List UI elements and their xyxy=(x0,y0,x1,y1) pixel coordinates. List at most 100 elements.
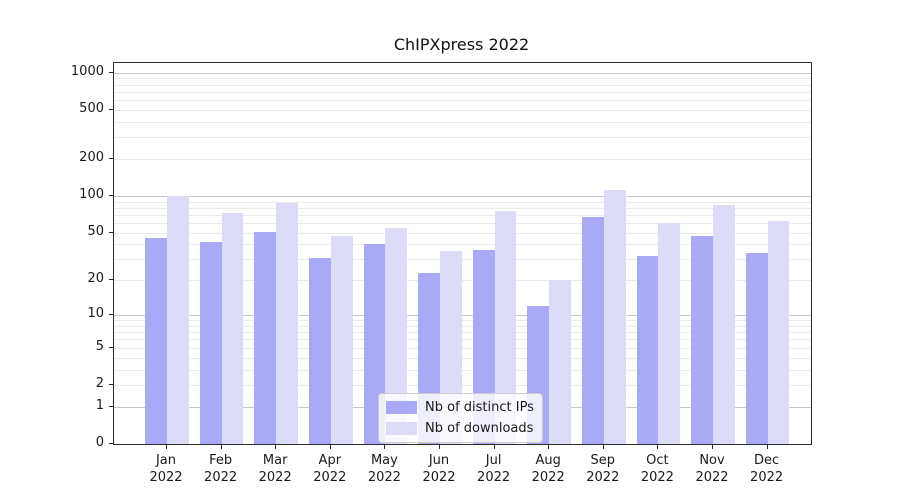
gridline-major xyxy=(114,196,811,198)
y-tick-label: 20 xyxy=(87,271,104,287)
gridline-major xyxy=(114,315,811,317)
bar-aug-downloads xyxy=(549,280,571,444)
bar-sep-downloads xyxy=(603,189,626,444)
chart-title: ChIPXpress 2022 xyxy=(393,35,530,54)
gridline-minor xyxy=(114,100,811,102)
bar-dec-distinct-ips xyxy=(745,252,768,444)
gridline-minor xyxy=(114,347,811,349)
plot-area: Nb of distinct IPs Nb of downloads xyxy=(113,62,812,445)
y-tick-label: 100 xyxy=(79,187,104,203)
x-tick-label: Oct 2022 xyxy=(640,453,674,485)
y-tick-label: 0 xyxy=(95,435,104,450)
gridline-minor xyxy=(114,137,811,139)
y-tick-label: 500 xyxy=(79,100,104,116)
gridline-minor xyxy=(114,384,811,386)
x-tick-mark xyxy=(275,445,277,449)
gridline-minor xyxy=(114,78,811,80)
x-tick-mark xyxy=(220,445,222,449)
y-tick-mark xyxy=(109,71,113,73)
bar-mar-distinct-ips xyxy=(254,231,277,444)
gridline-minor xyxy=(114,332,811,334)
x-tick-label: Sep 2022 xyxy=(586,453,620,485)
x-tick-mark xyxy=(602,445,604,449)
x-tick-label: Feb 2022 xyxy=(204,453,238,485)
y-tick-mark xyxy=(109,443,113,444)
gridline-minor xyxy=(114,232,811,234)
legend-swatch-downloads xyxy=(386,422,417,435)
gridline-minor xyxy=(114,91,811,93)
y-tick-label: 2 xyxy=(95,375,104,391)
gridline-major xyxy=(114,72,811,74)
bar-jan-distinct-ips xyxy=(145,238,167,444)
y-tick-label: 50 xyxy=(87,223,104,239)
y-tick-mark xyxy=(109,346,113,348)
x-tick-label: Apr 2022 xyxy=(313,453,347,485)
x-tick-label: Jun 2022 xyxy=(422,453,456,485)
x-tick-mark xyxy=(712,445,713,449)
y-tick-label: 1000 xyxy=(70,63,104,79)
gridline-minor xyxy=(114,357,811,359)
x-tick-label: Nov 2022 xyxy=(695,453,729,485)
gridline-minor xyxy=(114,159,811,161)
y-tick-mark xyxy=(109,279,113,281)
y-tick-mark xyxy=(109,314,113,316)
bar-jan-downloads xyxy=(167,196,189,444)
x-tick-label: Dec 2022 xyxy=(750,453,784,485)
x-tick-mark xyxy=(439,445,440,449)
gridline-minor xyxy=(114,369,811,371)
gridline-minor xyxy=(114,207,811,209)
gridline-minor xyxy=(114,325,811,327)
y-tick-mark xyxy=(109,158,113,160)
legend-label-distinct-ips: Nb of distinct IPs xyxy=(425,400,534,415)
y-tick-label: 5 xyxy=(95,338,104,354)
gridline-minor xyxy=(114,223,811,225)
x-tick-label: Mar 2022 xyxy=(258,453,292,485)
y-tick-mark xyxy=(109,108,113,110)
y-tick-mark xyxy=(109,231,113,233)
x-tick-mark xyxy=(493,445,495,449)
gridline-minor xyxy=(114,320,811,322)
bar-feb-downloads xyxy=(221,212,244,444)
bar-may-downloads xyxy=(385,227,408,444)
bar-jul-downloads xyxy=(494,211,517,444)
gridline-minor xyxy=(114,109,811,111)
bar-nov-distinct-ips xyxy=(691,235,713,444)
x-tick-mark xyxy=(548,445,550,449)
legend-label-downloads: Nb of downloads xyxy=(425,421,534,436)
bar-oct-downloads xyxy=(658,223,681,444)
gridline-minor xyxy=(114,244,811,246)
y-tick-mark xyxy=(109,405,113,407)
gridline-minor xyxy=(114,339,811,341)
x-tick-label: Jan 2022 xyxy=(149,453,183,485)
legend-item-distinct-ips: Nb of distinct IPs xyxy=(386,400,534,415)
x-tick-mark xyxy=(166,445,167,449)
bar-feb-distinct-ips xyxy=(199,241,222,444)
legend: Nb of distinct IPs Nb of downloads xyxy=(378,393,543,443)
gridline-minor xyxy=(114,84,811,86)
x-tick-label: May 2022 xyxy=(367,453,401,485)
x-tick-mark xyxy=(657,445,659,449)
x-tick-mark xyxy=(384,445,386,449)
x-tick-mark xyxy=(329,445,331,449)
x-tick-mark xyxy=(766,445,768,449)
gridline-minor xyxy=(114,280,811,282)
gridline-minor xyxy=(114,201,811,203)
x-tick-label: Jul 2022 xyxy=(477,453,511,485)
gridline-minor xyxy=(114,259,811,261)
x-tick-label: Aug 2022 xyxy=(531,453,565,485)
bar-nov-downloads xyxy=(713,204,735,444)
y-tick-label: 1 xyxy=(95,397,104,413)
bar-sep-distinct-ips xyxy=(582,217,604,444)
bar-oct-distinct-ips xyxy=(636,256,659,444)
gridline-minor xyxy=(114,121,811,123)
legend-item-downloads: Nb of downloads xyxy=(386,421,534,436)
bar-apr-distinct-ips xyxy=(309,257,331,444)
y-tick-mark xyxy=(109,383,113,385)
bar-apr-downloads xyxy=(330,235,353,444)
gridline-minor xyxy=(114,214,811,216)
legend-swatch-distinct-ips xyxy=(386,401,417,414)
bar-dec-downloads xyxy=(767,220,790,444)
y-tick-mark xyxy=(109,195,113,197)
bar-mar-downloads xyxy=(276,202,298,444)
